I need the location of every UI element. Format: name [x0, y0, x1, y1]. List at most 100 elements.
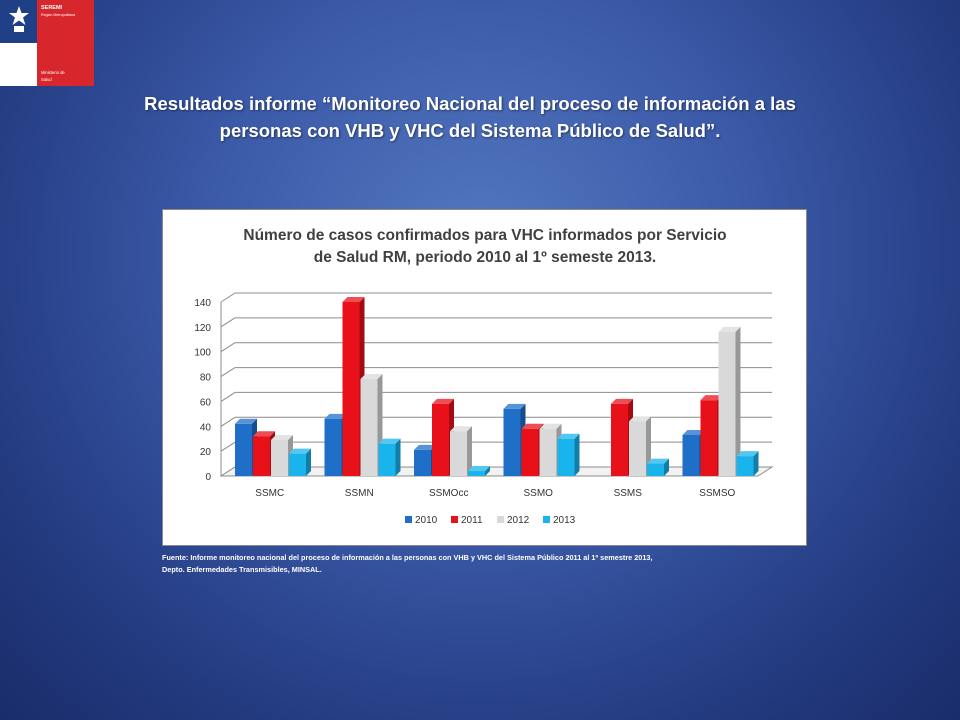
bar [289, 453, 306, 476]
logo-text-region: Región Metropolitana [41, 13, 76, 17]
bar-top [736, 451, 759, 457]
bar [414, 449, 431, 476]
bar-side [664, 458, 669, 476]
bar [342, 302, 360, 476]
x-category-label: SSMS [614, 488, 643, 499]
bar [682, 434, 700, 476]
bar-top [539, 423, 562, 429]
chart-title-line1: Número de casos confirmados para VHC inf… [243, 227, 726, 244]
bar-top [718, 326, 741, 332]
bar-top [503, 403, 526, 409]
source-line2: Depto. Enfermedades Transmisibles, MINSA… [162, 564, 322, 574]
bar-top [521, 423, 544, 429]
gridline-diagonal [220, 416, 236, 427]
y-tick-label: 20 [200, 447, 212, 458]
bar-top [324, 413, 347, 419]
slide-title: Resultados informe “Monitoreo Nacional d… [80, 90, 860, 144]
bar-top [629, 416, 651, 422]
bar-side [395, 438, 401, 476]
gridline-diagonal [220, 392, 236, 402]
legend-swatch [497, 516, 504, 523]
gridline-diagonal [220, 342, 236, 353]
y-tick-label: 100 [194, 348, 211, 359]
source-note: Fuente: Informe monitoreo nacional del p… [162, 552, 822, 575]
bar-side [467, 426, 472, 476]
logo-text-seremi: SEREMI [41, 5, 63, 11]
y-tick-label: 0 [205, 472, 211, 483]
chart-title-line2: de Salud RM, periodo 2010 al 1º semeste … [314, 249, 657, 266]
seremi-logo: SEREMI Región Metropolitana Ministerio d… [0, 0, 94, 86]
bar-top [682, 429, 705, 435]
bar-top [271, 434, 293, 440]
bar-side [753, 451, 759, 476]
logo-blue-block [0, 0, 37, 43]
bar [360, 379, 378, 476]
bar [432, 403, 449, 476]
bar-top [450, 426, 472, 432]
bar-top [289, 448, 311, 454]
bar-top [432, 398, 454, 404]
bar [235, 423, 252, 476]
logo-white-block [0, 43, 37, 86]
bar [629, 421, 646, 476]
bar-top [611, 398, 633, 404]
bar [503, 408, 521, 476]
y-tick-label: 120 [194, 323, 211, 334]
bar [521, 428, 539, 476]
y-tick-label: 40 [200, 422, 212, 433]
bar-side [574, 433, 580, 476]
vhc-cases-chart: Número de casos confirmados para VHC inf… [194, 227, 774, 526]
slide-title-line1: Resultados informe “Monitoreo Nacional d… [144, 93, 796, 114]
bar-top [378, 438, 401, 444]
gridline-diagonal [220, 292, 236, 303]
x-category-label: SSMOcc [429, 488, 468, 499]
logo-text-salud: Salud [41, 77, 52, 82]
bar [539, 428, 557, 476]
bar [378, 443, 396, 476]
x-category-label: SSMN [345, 488, 374, 499]
bar-side [735, 326, 741, 476]
bar-side [485, 466, 490, 476]
legend-swatch [405, 516, 412, 523]
bar [557, 438, 575, 476]
legend-swatch [543, 516, 550, 523]
chart-container: Número de casos confirmados para VHC inf… [162, 209, 807, 546]
bar-top [414, 444, 436, 450]
bar [718, 331, 736, 476]
legend-label: 2012 [507, 515, 530, 526]
y-tick-label: 60 [200, 397, 212, 408]
bar [736, 456, 754, 476]
gridline-diagonal [220, 441, 236, 452]
bar-top [253, 431, 275, 437]
x-category-label: SSMC [255, 488, 284, 499]
legend-label: 2011 [461, 515, 483, 526]
bar-top [700, 395, 723, 401]
y-tick-label: 140 [194, 298, 211, 309]
bar [700, 400, 718, 476]
bar-top [647, 458, 669, 464]
logo-red-block [37, 0, 94, 86]
bar [468, 471, 485, 476]
gridline-diagonal [220, 367, 236, 377]
bar [253, 436, 270, 476]
bar [611, 403, 628, 476]
source-line1: Fuente: Informe monitoreo nacional del p… [162, 553, 653, 562]
logo-text-ministerio: Ministerio de [41, 70, 65, 75]
x-category-label: SSMSO [699, 488, 735, 499]
legend-label: 2010 [415, 515, 438, 526]
bar [324, 418, 342, 476]
gridline-diagonal [220, 317, 236, 328]
bar [450, 431, 467, 476]
bar [647, 463, 664, 476]
bar-top [342, 297, 365, 302]
bar-top [235, 418, 257, 424]
legend-swatch [451, 516, 458, 523]
legend-label: 2013 [553, 515, 576, 526]
bar [271, 439, 288, 476]
x-category-label: SSMO [524, 488, 554, 499]
bar-top [468, 466, 490, 472]
bar-top [360, 374, 383, 380]
slide-title-line2: personas con VHB y VHC del Sistema Públi… [219, 120, 721, 141]
chile-crest-icon [9, 6, 29, 32]
y-tick-label: 80 [200, 373, 212, 384]
